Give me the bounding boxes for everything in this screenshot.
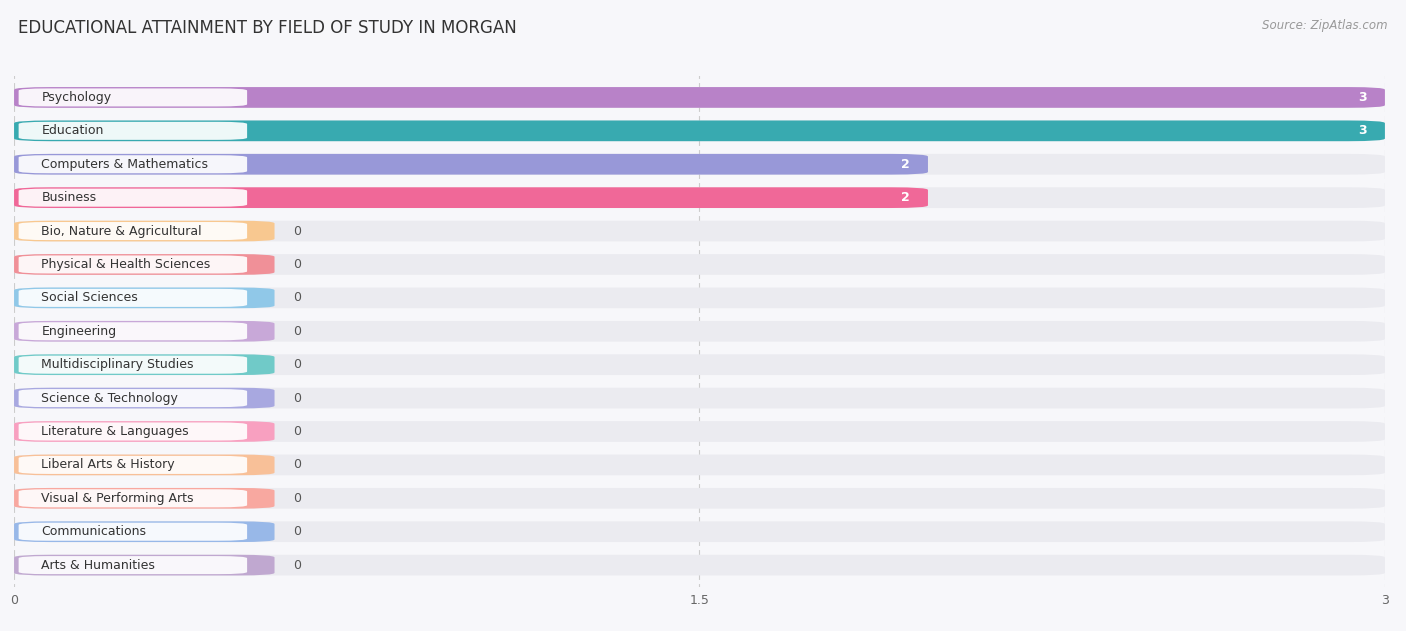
Text: 0: 0 <box>292 525 301 538</box>
FancyBboxPatch shape <box>18 189 247 207</box>
FancyBboxPatch shape <box>14 321 1385 341</box>
Text: 0: 0 <box>292 458 301 471</box>
Text: 2: 2 <box>901 158 910 171</box>
Text: Bio, Nature & Agricultural: Bio, Nature & Agricultural <box>42 225 202 237</box>
FancyBboxPatch shape <box>14 421 274 442</box>
Text: Business: Business <box>42 191 97 204</box>
Text: Psychology: Psychology <box>42 91 111 104</box>
Text: Engineering: Engineering <box>42 325 117 338</box>
FancyBboxPatch shape <box>14 521 1385 542</box>
FancyBboxPatch shape <box>14 254 274 275</box>
Text: 0: 0 <box>292 492 301 505</box>
Text: 2: 2 <box>901 191 910 204</box>
FancyBboxPatch shape <box>14 288 274 308</box>
FancyBboxPatch shape <box>18 88 247 107</box>
FancyBboxPatch shape <box>14 521 274 542</box>
FancyBboxPatch shape <box>18 489 247 507</box>
FancyBboxPatch shape <box>14 87 1385 108</box>
Text: 3: 3 <box>1358 91 1367 104</box>
FancyBboxPatch shape <box>14 454 1385 475</box>
FancyBboxPatch shape <box>18 222 247 240</box>
Text: Multidisciplinary Studies: Multidisciplinary Studies <box>42 358 194 371</box>
Text: Education: Education <box>42 124 104 138</box>
FancyBboxPatch shape <box>14 355 274 375</box>
Text: Liberal Arts & History: Liberal Arts & History <box>42 458 176 471</box>
Text: 0: 0 <box>292 358 301 371</box>
Text: EDUCATIONAL ATTAINMENT BY FIELD OF STUDY IN MORGAN: EDUCATIONAL ATTAINMENT BY FIELD OF STUDY… <box>18 19 517 37</box>
Text: 0: 0 <box>292 425 301 438</box>
Text: Arts & Humanities: Arts & Humanities <box>42 558 155 572</box>
FancyBboxPatch shape <box>14 154 928 175</box>
Text: 3: 3 <box>1358 124 1367 138</box>
FancyBboxPatch shape <box>14 555 274 575</box>
FancyBboxPatch shape <box>18 155 247 174</box>
Text: Literature & Languages: Literature & Languages <box>42 425 188 438</box>
FancyBboxPatch shape <box>14 321 274 341</box>
FancyBboxPatch shape <box>14 87 1385 108</box>
Text: 0: 0 <box>292 558 301 572</box>
FancyBboxPatch shape <box>14 121 1385 141</box>
FancyBboxPatch shape <box>14 488 1385 509</box>
Text: 0: 0 <box>292 292 301 304</box>
Text: Source: ZipAtlas.com: Source: ZipAtlas.com <box>1263 19 1388 32</box>
FancyBboxPatch shape <box>18 322 247 340</box>
FancyBboxPatch shape <box>18 389 247 407</box>
FancyBboxPatch shape <box>14 421 1385 442</box>
FancyBboxPatch shape <box>18 556 247 574</box>
FancyBboxPatch shape <box>14 355 1385 375</box>
Text: Social Sciences: Social Sciences <box>42 292 138 304</box>
FancyBboxPatch shape <box>18 122 247 140</box>
Text: 0: 0 <box>292 225 301 237</box>
FancyBboxPatch shape <box>18 256 247 273</box>
FancyBboxPatch shape <box>14 154 1385 175</box>
FancyBboxPatch shape <box>14 254 1385 275</box>
Text: Physical & Health Sciences: Physical & Health Sciences <box>42 258 211 271</box>
FancyBboxPatch shape <box>14 387 274 408</box>
FancyBboxPatch shape <box>14 221 274 242</box>
FancyBboxPatch shape <box>14 221 1385 242</box>
FancyBboxPatch shape <box>14 387 1385 408</box>
Text: Communications: Communications <box>42 525 146 538</box>
Text: Visual & Performing Arts: Visual & Performing Arts <box>42 492 194 505</box>
Text: Computers & Mathematics: Computers & Mathematics <box>42 158 208 171</box>
Text: Science & Technology: Science & Technology <box>42 392 179 404</box>
Text: 0: 0 <box>292 258 301 271</box>
FancyBboxPatch shape <box>18 356 247 374</box>
FancyBboxPatch shape <box>14 454 274 475</box>
FancyBboxPatch shape <box>18 423 247 440</box>
FancyBboxPatch shape <box>14 488 274 509</box>
FancyBboxPatch shape <box>14 121 1385 141</box>
FancyBboxPatch shape <box>18 456 247 474</box>
FancyBboxPatch shape <box>18 522 247 541</box>
FancyBboxPatch shape <box>14 187 928 208</box>
Text: 0: 0 <box>292 325 301 338</box>
FancyBboxPatch shape <box>14 288 1385 308</box>
FancyBboxPatch shape <box>14 187 1385 208</box>
FancyBboxPatch shape <box>14 555 1385 575</box>
FancyBboxPatch shape <box>18 289 247 307</box>
Text: 0: 0 <box>292 392 301 404</box>
